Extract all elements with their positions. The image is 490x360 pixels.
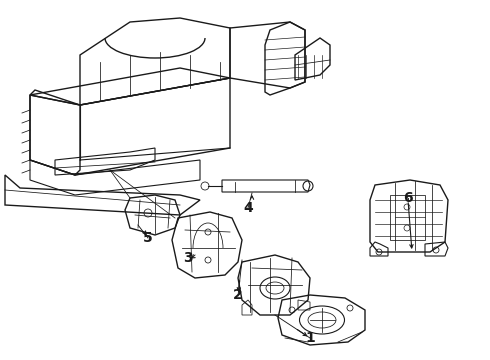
Text: 6: 6 [403,191,413,205]
Text: 1: 1 [305,331,315,345]
Text: 2: 2 [233,288,243,302]
Text: 4: 4 [243,201,253,215]
Text: 3: 3 [183,251,193,265]
Text: 5: 5 [143,231,153,245]
